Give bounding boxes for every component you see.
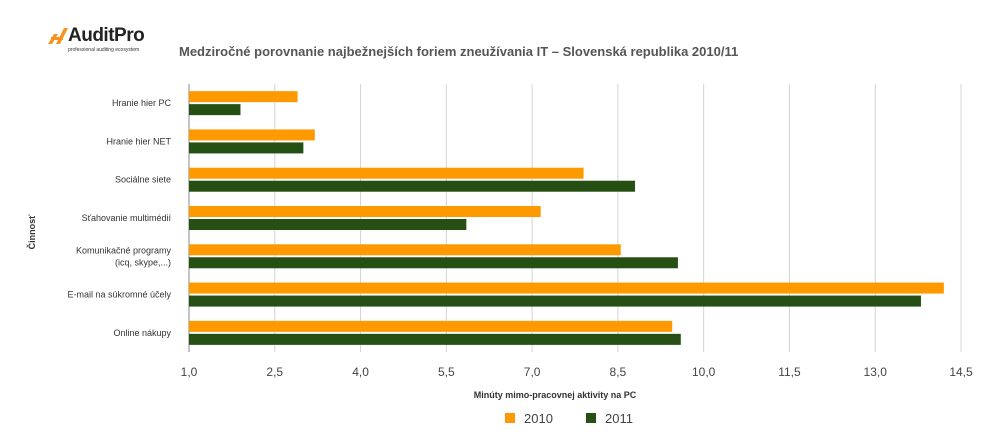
logo-icon [48, 28, 68, 44]
bar-2010 [189, 91, 298, 103]
bar-2010 [189, 320, 673, 332]
bar-2011 [189, 219, 467, 230]
logo-name: AuditPro [68, 25, 145, 46]
chart-title: Medziročné porovnanie najbežnejších fori… [179, 44, 739, 59]
legend-label-2011: 2011 [605, 411, 633, 426]
bar-2011 [189, 104, 241, 116]
bar-2011 [189, 142, 304, 154]
bar-2010 [189, 244, 621, 256]
category-label: Sťahovanie multimédií [82, 213, 172, 223]
x-tick-label: 2,5 [266, 365, 283, 379]
bar-2010 [189, 282, 944, 294]
x-tick-label: 7,0 [524, 365, 541, 379]
category-label: Hranie hier PC [112, 98, 172, 108]
legend-swatch-2010 [505, 413, 515, 423]
x-tick-label: 8,5 [610, 365, 627, 379]
bar-2011 [189, 257, 678, 269]
bar-2011 [189, 180, 636, 192]
category-label: Online nákupy [113, 328, 171, 338]
x-tick-label: 11,5 [778, 365, 801, 379]
bar-2011 [189, 333, 681, 345]
x-tick-label: 10,0 [692, 365, 716, 379]
legend-swatch-2011 [586, 413, 596, 423]
x-tick-label: 1,0 [181, 365, 198, 379]
category-label: E-mail na súkromné účely [67, 290, 171, 300]
bar-2010 [189, 129, 315, 141]
bar-2011 [189, 295, 921, 307]
legend-label-2010: 2010 [524, 411, 553, 426]
x-tick-label: 13,0 [864, 365, 888, 379]
x-tick-label: 5,5 [438, 365, 455, 379]
x-tick-label: 4,0 [352, 365, 369, 379]
logo-tagline: professional auditing ecosystem [68, 47, 140, 53]
y-axis-title: Činnosť [26, 214, 37, 249]
category-label: Sociálne siete [115, 175, 171, 185]
category-label: Komunikačné programy [76, 245, 172, 255]
category-label: Hranie hier NET [106, 136, 171, 146]
category-label: (icq, skype,...) [115, 257, 171, 267]
bar-2010 [189, 206, 541, 217]
x-axis-title: Minúty mimo-pracovnej aktivity na PC [474, 390, 637, 400]
bar-2010 [189, 167, 584, 179]
x-tick-label: 14,5 [949, 365, 973, 379]
